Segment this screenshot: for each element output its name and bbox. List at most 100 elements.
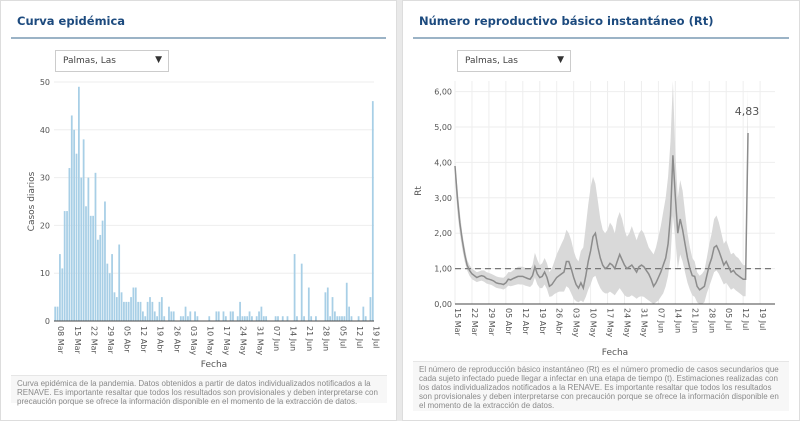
region-select[interactable]: Palmas, Las ▼ [457,50,571,72]
y-tick-label: 6,00 [434,88,452,97]
x-tick-label: 14 Jun [288,326,297,351]
x-tick-label: 10 May [589,308,598,338]
bar [85,206,87,321]
bar [96,239,99,321]
bar [104,201,106,321]
bar [248,311,251,321]
x-tick-label: 10 May [206,326,215,356]
bar [239,301,241,321]
bar [303,316,305,321]
x-tick-label: 28 Jun [322,326,331,351]
bar [196,316,199,321]
bar [70,115,73,322]
bar [338,316,341,321]
bar [144,316,147,321]
bar [189,311,192,321]
bar [208,316,211,321]
title-divider [11,37,386,39]
panel-title: Curva epidémica [17,14,126,28]
bar [80,177,83,321]
bar [307,287,310,321]
y-tick-label: 20 [40,221,50,230]
y-tick-label: 2,00 [434,229,452,238]
x-tick-label: 07 Jun [656,308,665,333]
bar [215,311,218,321]
x-tick-label: 29 Mar [106,326,115,355]
bar [111,254,113,321]
bar [310,316,313,321]
bar [371,101,374,322]
bar [87,177,90,321]
y-tick-label: 1,00 [434,265,452,274]
bar [130,297,132,321]
x-tick-label: 08 Mar [56,326,65,355]
bar [158,301,161,321]
bar [168,306,170,321]
bar [343,316,346,321]
x-tick-label: 15 Mar [73,326,82,355]
x-tick-label: 05 Jul [338,326,347,348]
bar [329,316,332,321]
bar [277,316,279,321]
x-tick-label: 26 Abr [172,326,181,353]
x-tick-label: 24 May [239,326,248,356]
bar [217,311,220,321]
x-tick-label: 21 Jun [305,326,314,351]
bar [236,316,239,321]
bar [172,311,175,321]
x-tick-label: 12 Abr [521,308,530,335]
x-tick-label: 19 Jul [371,326,380,348]
bar [182,316,185,321]
y-tick-label: 5,00 [434,123,452,132]
y-tick-label: 3,00 [434,194,452,203]
region-select[interactable]: Palmas, Las ▼ [55,50,169,72]
x-tick-label: 19 Jul [758,308,767,330]
bar [296,316,298,321]
bar [127,301,130,321]
last-value-label: 4,83 [735,105,760,118]
bar [326,287,329,321]
region-select-value: Palmas, Las [465,56,518,66]
x-tick-label: 05 Abr [504,308,513,335]
bar [334,311,336,321]
x-tick-label: 14 Jun [673,308,682,333]
bar [68,168,71,321]
bar [66,211,68,321]
bar [255,316,258,321]
bar [315,316,317,321]
bar [94,172,97,321]
bar [132,287,135,321]
x-tick-label: 12 Jul [355,326,364,348]
bar [59,254,61,321]
bar [222,311,225,321]
bar [63,211,66,321]
epidemic-bar-chart: 0 10 20 30 40 50 08 Mar 15 Mar 22 Mar 29 Mar 05 Ab… [27,78,380,370]
y-tick-label: 4,00 [434,158,452,167]
bar [61,268,64,321]
bar [293,254,296,321]
y-axis-title: Casos diarios [27,171,37,231]
bar [336,316,339,321]
bar [324,292,327,321]
bar [286,316,289,321]
bar [232,311,234,321]
epidemic-curve-panel: Curva epidémica Palmas, Las ▼ 0 10 20 30 40 5… [0,0,397,421]
bar [106,263,109,321]
bar [146,301,149,321]
y-tick-label: 0 [45,317,50,326]
bar [345,282,348,321]
bar [101,220,104,321]
bar [115,297,118,321]
x-tick-label: 12 Jul [741,308,750,330]
y-tick-label: 40 [40,126,50,135]
bar [184,306,187,321]
bar [260,306,263,321]
x-tick-label: 12 Abr [139,326,148,353]
bar [134,287,137,321]
bar [113,292,116,321]
bar [137,301,140,321]
bar [160,297,163,321]
x-tick-label: 03 May [189,326,198,356]
y-axis-title: Rt [414,186,424,196]
bar [78,86,80,321]
